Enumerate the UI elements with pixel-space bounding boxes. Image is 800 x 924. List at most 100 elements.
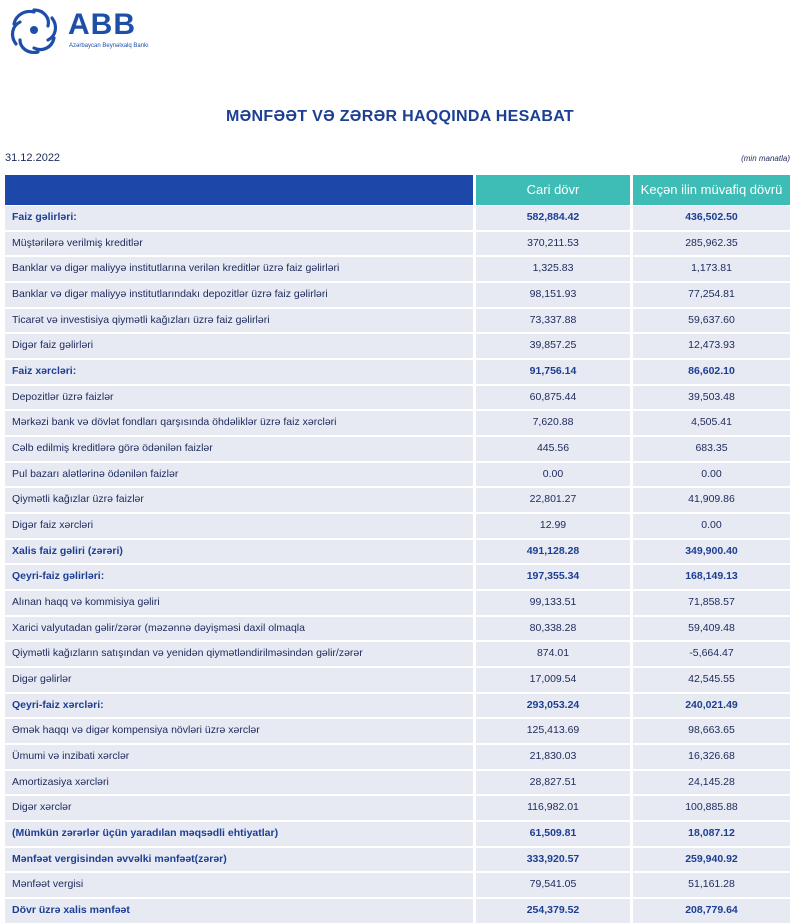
table-row: Mərkəzi bank və dövlət fondları qarşısın… (5, 411, 790, 436)
table-row: Mənfəət vergisindən əvvəlki mənfəət(zərə… (5, 847, 790, 872)
row-value: 39,857.25 (476, 334, 630, 359)
row-value: 4,505.41 (633, 411, 790, 436)
row-value: 683.35 (633, 437, 790, 461)
row-value: 1,325.83 (476, 257, 630, 282)
row-label: Banklar və digər maliyyə institutlarında… (5, 283, 473, 307)
row-value: 98,663.65 (633, 719, 790, 744)
row-value: 208,779.64 (633, 899, 790, 923)
table-row: Depozitlər üzrə faizlər 60,875.44 39,503.4… (5, 385, 790, 410)
row-value: 99,133.51 (476, 591, 630, 615)
row-value: 59,637.60 (633, 308, 790, 333)
row-value: 17,009.54 (476, 668, 630, 692)
row-value: 91,756.14 (476, 360, 630, 384)
row-value: 12,473.93 (633, 334, 790, 359)
row-value: 0.00 (633, 462, 790, 487)
row-value: 41,909.86 (633, 488, 790, 513)
row-label: Pul bazarı alətlərinə ödənilən faizlər (5, 462, 473, 487)
row-value: 16,326.68 (633, 745, 790, 769)
row-value: 349,900.40 (633, 539, 790, 564)
row-value: 79,541.05 (476, 873, 630, 898)
row-value: 39,503.48 (633, 385, 790, 410)
row-value: 445.56 (476, 437, 630, 461)
row-value: 240,021.49 (633, 693, 790, 718)
table-row: Ticarət və investisiya qiymətli kağızlar… (5, 308, 790, 333)
row-value: 168,149.13 (633, 565, 790, 590)
table-row: Əmək haqqı və digər kompensiya növləri ü… (5, 719, 790, 744)
row-value: 116,982.01 (476, 796, 630, 821)
row-value: 59,409.48 (633, 616, 790, 641)
row-value: 1,173.81 (633, 257, 790, 282)
row-value: 582,884.42 (476, 206, 630, 230)
row-value: 0.00 (633, 514, 790, 538)
logo-text: ABB (68, 8, 136, 41)
table-row: Qeyri-faiz xərcləri: 293,053.24 240,021.49 (5, 693, 790, 718)
row-value: 21,830.03 (476, 745, 630, 769)
row-label: (Mümkün zərərlər üçün yaradılan məqsədli… (5, 822, 473, 846)
row-value: 80,338.28 (476, 616, 630, 641)
row-value: 60,875.44 (476, 385, 630, 410)
row-value: 61,509.81 (476, 822, 630, 846)
row-label: Alınan haqq və kommisiya gəliri (5, 591, 473, 615)
row-value: 51,161.28 (633, 873, 790, 898)
row-value: -5,664.47 (633, 642, 790, 667)
table-row: Cəlb edilmiş kreditlərə görə ödənilən fa… (5, 437, 790, 461)
title: MƏNFƏƏT VƏ ZƏRƏR HAQQINDA HESABAT (225, 108, 575, 125)
table-row: Banklar və digər maliyyə institutlarına … (5, 257, 790, 282)
header-blank (5, 175, 473, 205)
row-value: 333,920.57 (476, 847, 630, 872)
row-label: Digər faiz gəlirləri (5, 334, 473, 359)
row-label: Digər gəlirlər (5, 668, 473, 692)
row-value: 98,151.93 (476, 283, 630, 307)
row-label: Cəlb edilmiş kreditlərə görə ödənilən fa… (5, 437, 473, 461)
row-value: 436,502.50 (633, 206, 790, 230)
table-row: Amortizasiya xərcləri 28,827.51 24,145.28 (5, 770, 790, 795)
row-value: 18,087.12 (633, 822, 790, 846)
row-label: Qiymətli kağızlar üzrə faizlər (5, 488, 473, 513)
unit-note: (min manatla) (741, 154, 790, 163)
row-value: 7,620.88 (476, 411, 630, 436)
table-row: Digər faiz gəlirləri 39,857.25 12,473.93 (5, 334, 790, 359)
row-label: Müştərilərə verilmiş kreditlər (5, 231, 473, 256)
table-row: Faiz xərcləri: 91,756.14 86,602.10 (5, 360, 790, 384)
table-row: Dövr üzrə xalis mənfəət 254,379.52 208,779… (5, 899, 790, 923)
row-value: 100,885.88 (633, 796, 790, 821)
row-value: 254,379.52 (476, 899, 630, 923)
row-label: Digər xərclər (5, 796, 473, 821)
row-label: Qeyri-faiz xərcləri: (5, 693, 473, 718)
table-row: Qiymətli kağızların satışından və yenidə… (5, 642, 790, 667)
table-row: (Mümkün zərərlər üçün yaradılan məqsədli… (5, 822, 790, 846)
table-row: Müştərilərə verilmiş kreditlər 370,211.53… (5, 231, 790, 256)
row-value: 874.01 (476, 642, 630, 667)
row-value: 42,545.55 (633, 668, 790, 692)
row-value: 293,053.24 (476, 693, 630, 718)
row-label: Xarici valyutadan gəlir/zərər (məzənnə d… (5, 616, 473, 641)
table-row: Alınan haqq və kommisiya gəliri 99,133.51… (5, 591, 790, 615)
row-label: Amortizasiya xərcləri (5, 770, 473, 795)
table-row: Digər gəlirlər 17,009.54 42,545.55 (5, 668, 790, 692)
table-row: Qeyri-faiz gəlirləri: 197,355.34 168,149.1… (5, 565, 790, 590)
row-label: Banklar və digər maliyyə institutlarına … (5, 257, 473, 282)
table-row: Xarici valyutadan gəlir/zərər (məzənnə d… (5, 616, 790, 641)
table-row: Qiymətli kağızlar üzrə faizlər 22,801.27 4… (5, 488, 790, 513)
row-value: 73,337.88 (476, 308, 630, 333)
table-row: Faiz gəlirləri: 582,884.42 436,502.50 (5, 206, 790, 230)
table-row: Digər faiz xərcləri 12.99 0.00 (5, 514, 790, 538)
row-label: Ümumi və inzibati xərclər (5, 745, 473, 769)
table-row: Xalis faiz gəliri (zərəri) 491,128.28 349,… (5, 539, 790, 564)
logo-icon (10, 8, 58, 54)
row-value: 77,254.81 (633, 283, 790, 307)
row-value: 259,940.92 (633, 847, 790, 872)
row-label: Mənfəət vergisi (5, 873, 473, 898)
row-value: 24,145.28 (633, 770, 790, 795)
row-label: Faiz gəlirləri: (5, 206, 473, 230)
row-value: 86,602.10 (633, 360, 790, 384)
column-header: Cari dövr (476, 175, 630, 205)
row-label: Digər faiz xərcləri (5, 514, 473, 538)
table-row: Pul bazarı alətlərinə ödənilən faizlər 0.… (5, 462, 790, 487)
row-value: 12.99 (476, 514, 630, 538)
row-value: 28,827.51 (476, 770, 630, 795)
row-value: 285,962.35 (633, 231, 790, 256)
row-value: 370,211.53 (476, 231, 630, 256)
row-value: 22,801.27 (476, 488, 630, 513)
